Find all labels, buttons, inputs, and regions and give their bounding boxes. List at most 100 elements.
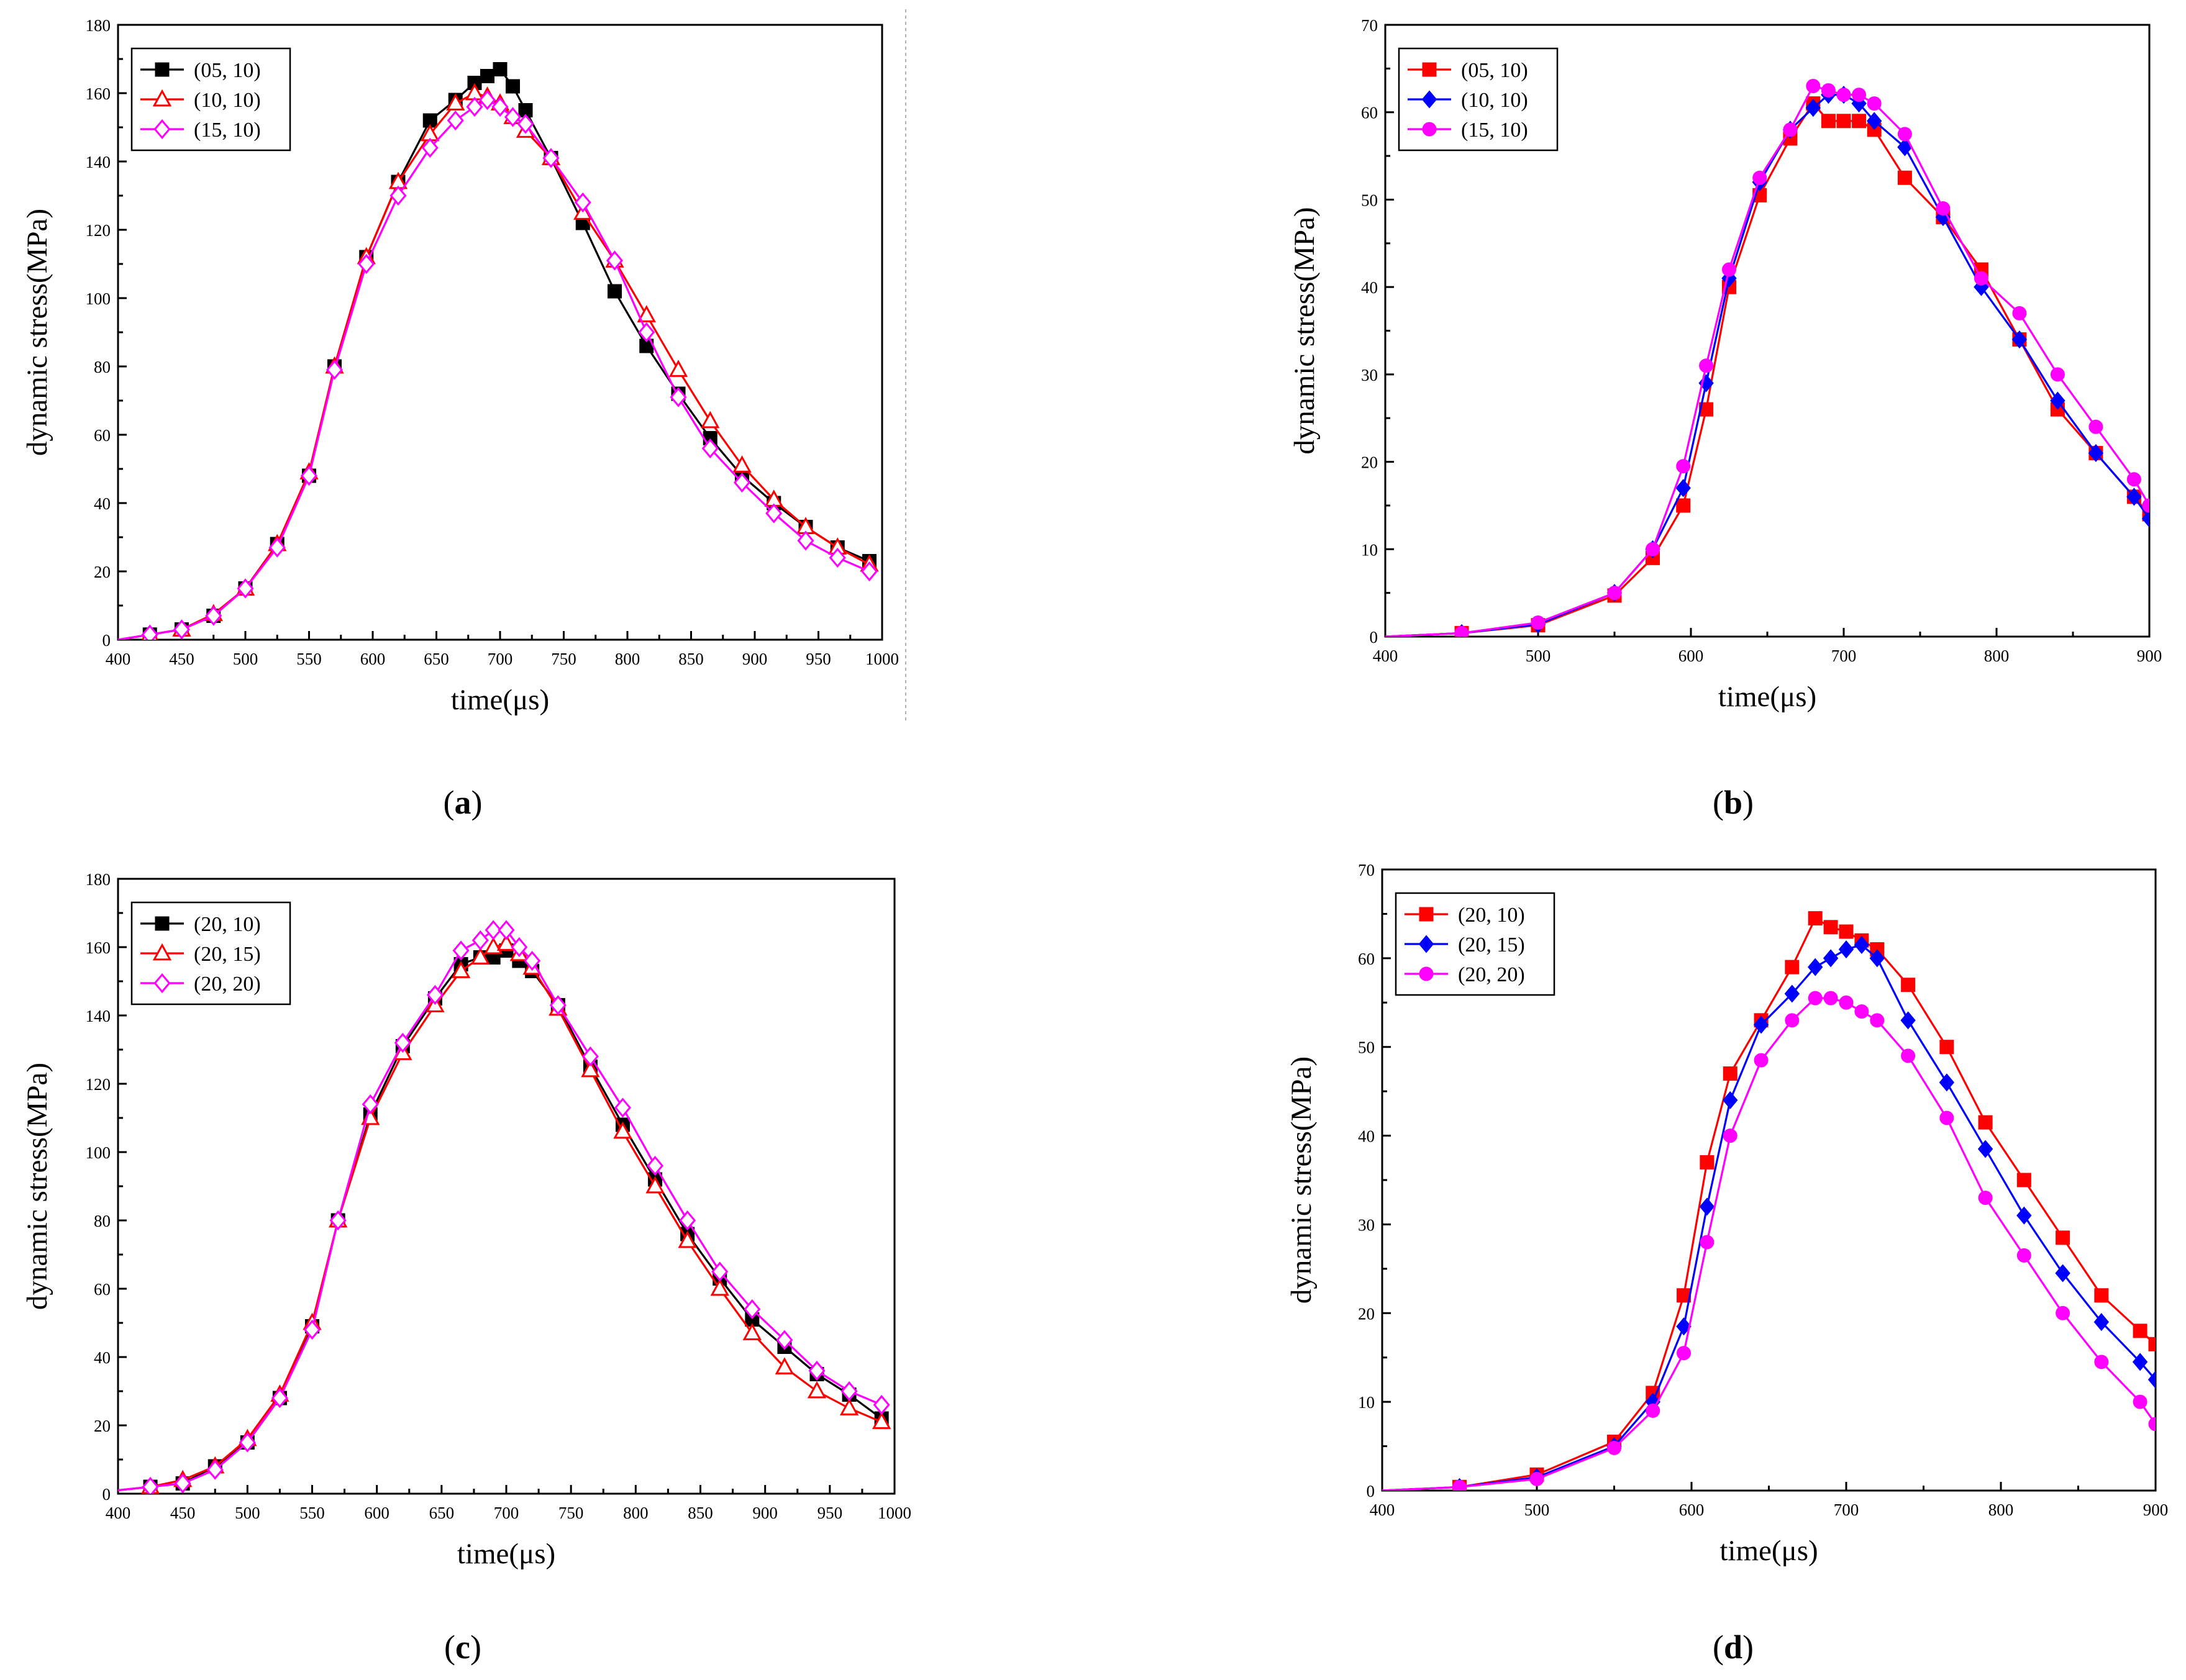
data-point bbox=[581, 1060, 600, 1078]
data-point bbox=[1808, 991, 1823, 1006]
y-tick-label: 80 bbox=[94, 1212, 111, 1230]
x-tick-label: 600 bbox=[1678, 647, 1704, 665]
chart-panel-a: 400 450 500 550 600 650 700 750 800 850 900 950 1000… bbox=[21, 16, 899, 821]
x-tick-label: 550 bbox=[299, 1504, 325, 1522]
data-point bbox=[2126, 488, 2142, 506]
series-line bbox=[1385, 102, 2149, 637]
x-axis-title: time(μs) bbox=[1718, 681, 1816, 713]
x-tick-label: 800 bbox=[1984, 647, 2010, 665]
data-point bbox=[2055, 1264, 2070, 1283]
data-point bbox=[478, 89, 496, 111]
data-point bbox=[2094, 1355, 2109, 1369]
data-point bbox=[1700, 1155, 1715, 1169]
data-point bbox=[1699, 402, 1714, 417]
data-point bbox=[1675, 479, 1691, 497]
data-point bbox=[1699, 358, 1714, 373]
data-point bbox=[542, 148, 560, 168]
data-point bbox=[1866, 112, 1882, 130]
data-point bbox=[394, 1032, 411, 1053]
data-point bbox=[362, 1094, 379, 1115]
data-point bbox=[807, 1381, 827, 1399]
legend-label: (20, 10) bbox=[1458, 904, 1525, 927]
data-point bbox=[517, 114, 534, 134]
x-tick-label: 700 bbox=[494, 1504, 519, 1522]
legend-label: (05, 10) bbox=[194, 59, 261, 82]
data-point bbox=[1700, 1235, 1715, 1250]
x-tick-label: 600 bbox=[360, 650, 386, 668]
legend-marker bbox=[1418, 935, 1434, 953]
y-tick-label: 100 bbox=[86, 289, 111, 308]
y-tick-label: 20 bbox=[94, 563, 111, 581]
x-tick-label: 800 bbox=[1988, 1501, 2014, 1519]
data-point bbox=[2132, 1353, 2148, 1371]
data-point bbox=[329, 1210, 347, 1231]
data-point bbox=[1607, 586, 1622, 601]
legend-marker bbox=[155, 62, 170, 77]
y-tick-label: 70 bbox=[1358, 861, 1375, 879]
y-tick-label: 70 bbox=[1361, 16, 1378, 35]
data-point bbox=[638, 322, 655, 343]
data-point bbox=[797, 530, 814, 551]
x-tick-label: 800 bbox=[623, 1504, 649, 1522]
data-point bbox=[1823, 949, 1839, 968]
data-point bbox=[2141, 509, 2149, 528]
data-point bbox=[2016, 1248, 2031, 1263]
data-point bbox=[776, 1330, 793, 1350]
data-point bbox=[1784, 984, 1800, 1003]
data-point bbox=[1723, 1091, 1738, 1109]
legend-marker bbox=[1421, 90, 1437, 109]
data-point bbox=[1939, 1073, 1955, 1092]
data-point bbox=[446, 93, 465, 111]
data-point bbox=[496, 933, 516, 951]
data-point bbox=[2093, 1313, 2110, 1332]
series-3 bbox=[1382, 991, 2156, 1491]
data-point bbox=[173, 619, 191, 640]
series-line bbox=[1382, 943, 2156, 1491]
data-point bbox=[1839, 995, 1854, 1010]
data-point bbox=[744, 1299, 761, 1320]
series-2 bbox=[118, 83, 879, 640]
data-point bbox=[1854, 935, 1870, 954]
legend: (20, 10) (20, 15) (20, 20) bbox=[1395, 892, 1555, 996]
legend-label: (20, 15) bbox=[194, 943, 261, 966]
data-point bbox=[1838, 940, 1854, 959]
data-point bbox=[2050, 367, 2065, 382]
x-tick-label: 600 bbox=[364, 1504, 389, 1522]
y-tick-label: 50 bbox=[1361, 191, 1378, 209]
y-tick-label: 40 bbox=[94, 494, 111, 513]
data-point bbox=[504, 107, 522, 127]
chart-panel-c: 400 450 500 550 600 650 700 750 800 850 900 950 1000… bbox=[21, 870, 911, 1666]
data-point bbox=[678, 1230, 697, 1248]
data-point bbox=[1977, 1140, 1993, 1158]
data-point bbox=[645, 1176, 665, 1194]
data-point bbox=[1676, 459, 1691, 474]
y-tick-label: 20 bbox=[94, 1417, 111, 1435]
data-point bbox=[765, 503, 783, 524]
data-point bbox=[506, 79, 520, 94]
series-1 bbox=[1382, 911, 2156, 1491]
data-point bbox=[2016, 1173, 2031, 1187]
legend-marker bbox=[153, 973, 171, 994]
x-tick-label: 1000 bbox=[865, 650, 899, 668]
series-line bbox=[118, 942, 882, 1492]
y-tick-label: 50 bbox=[1358, 1038, 1375, 1057]
x-axis-title: time(μs) bbox=[457, 1538, 555, 1570]
chart-panel-d: 400 500 600 700 800 900 0 10 20 30 40 50 60 70 time(μs… bbox=[1285, 861, 2168, 1666]
legend-marker bbox=[1419, 907, 1434, 922]
data-point bbox=[1529, 1471, 1544, 1486]
series-line bbox=[1382, 997, 2156, 1491]
legend-label: (20, 20) bbox=[1458, 963, 1525, 986]
data-point bbox=[679, 1210, 696, 1231]
x-tick-label: 650 bbox=[429, 1504, 455, 1522]
x-axis-title: time(μs) bbox=[1719, 1535, 1818, 1567]
y-axis-title: dynamic stress(MPa) bbox=[1288, 207, 1321, 454]
data-point bbox=[205, 606, 222, 626]
y-axis-title: dynamic stress(MPa) bbox=[1285, 1056, 1318, 1304]
legend-marker bbox=[1419, 966, 1434, 981]
data-point bbox=[1807, 958, 1823, 976]
y-tick-label: 20 bbox=[1358, 1304, 1375, 1323]
legend: (05, 10) (10, 10) (15, 10) bbox=[130, 47, 291, 152]
series-line bbox=[1382, 917, 2156, 1491]
x-tick-label: 750 bbox=[558, 1504, 584, 1522]
data-point bbox=[447, 110, 464, 131]
